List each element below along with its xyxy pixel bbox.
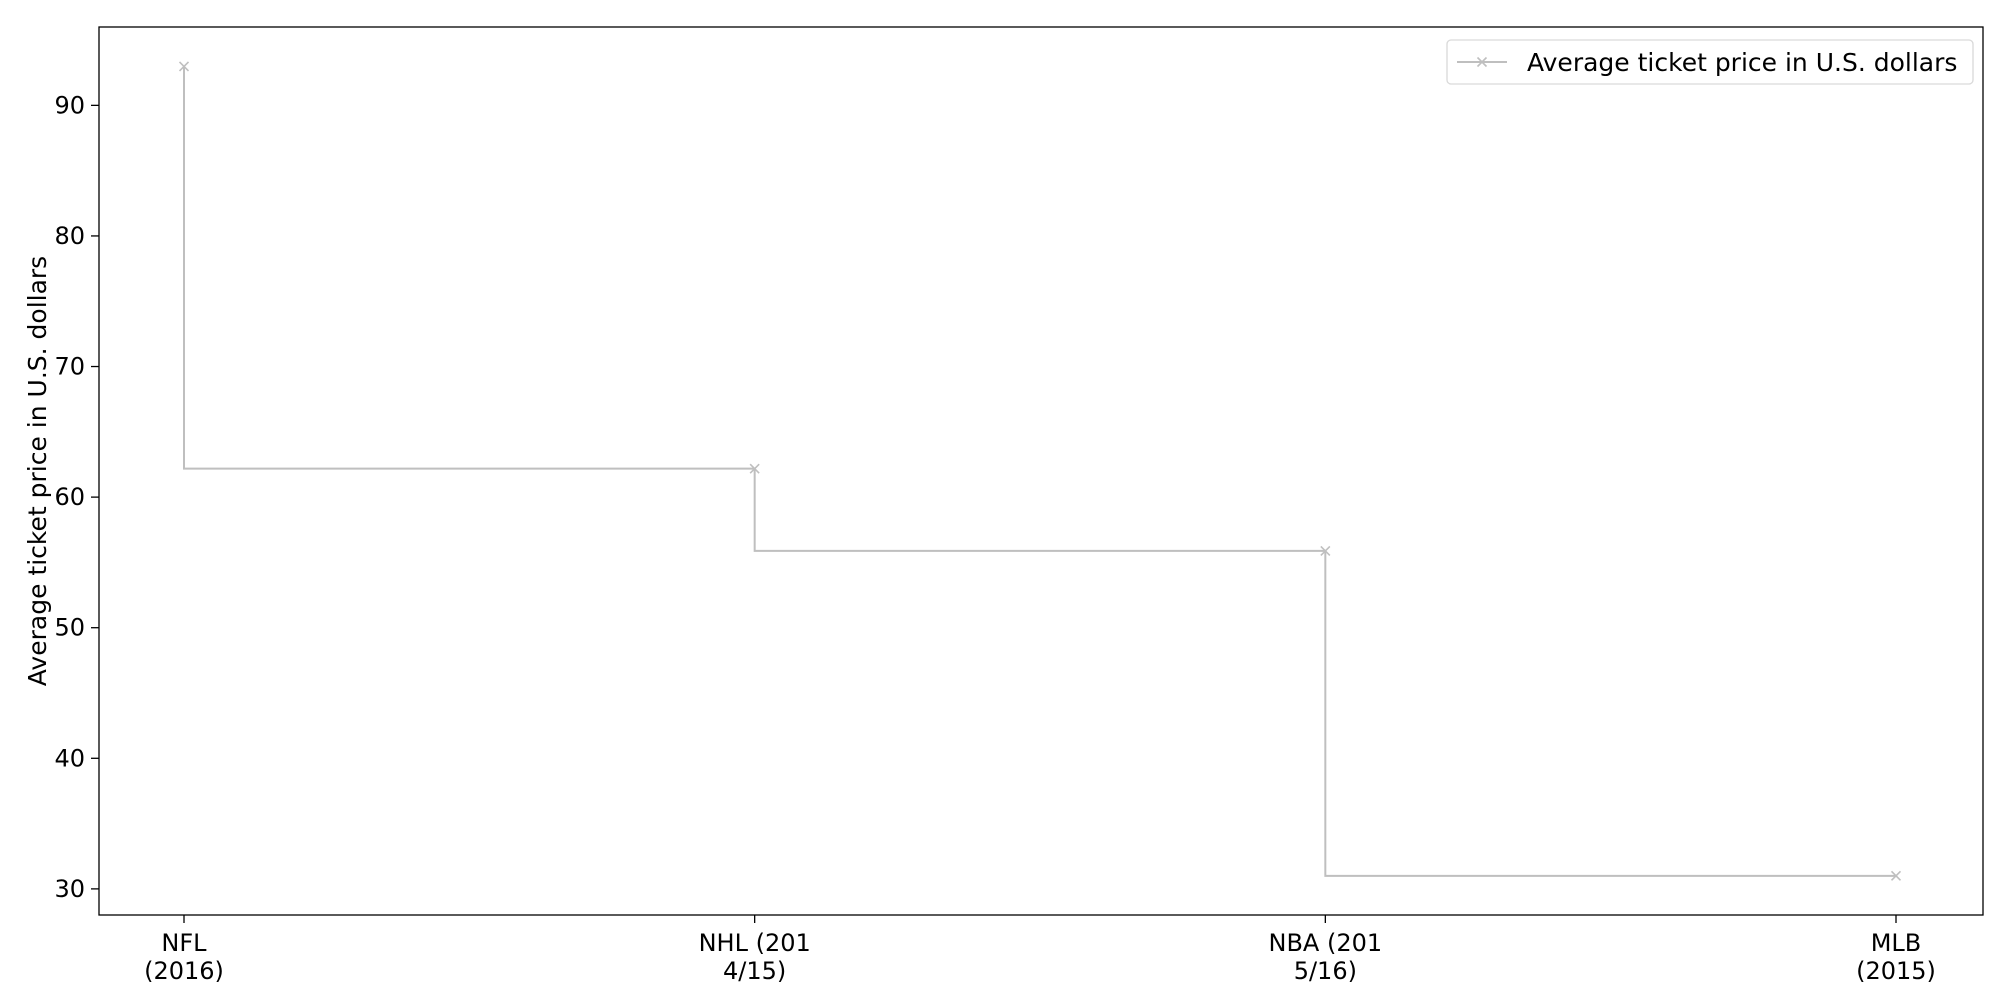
x-tick-label: NBA (201	[1269, 929, 1383, 957]
x-tick-label: NFL	[161, 929, 207, 957]
data-point-marker	[749, 463, 760, 474]
legend-marker	[1476, 56, 1488, 68]
y-tick-label: 50	[54, 614, 85, 642]
x-tick-label: 5/16)	[1294, 957, 1357, 985]
y-axis-title: Average ticket price in U.S. dollars	[23, 256, 52, 686]
x-tick-label: 4/15)	[723, 957, 786, 985]
series-line	[183, 66, 1896, 877]
legend-box	[1446, 39, 1974, 85]
x-tick-label: NHL (201	[699, 929, 811, 957]
y-axis: 30 40 50 60 70 80 90	[54, 91, 99, 903]
legend-label: Average ticket price in U.S. dollars	[1527, 48, 1957, 77]
y-tick-label: 60	[54, 483, 85, 511]
plot-area	[178, 61, 1902, 881]
plot-frame	[98, 26, 1984, 916]
data-point-marker	[1320, 545, 1331, 556]
x-tick-label: MLB	[1871, 929, 1922, 957]
y-tick-label: 40	[54, 744, 85, 772]
legend: Average ticket price in U.S. dollars	[1446, 39, 1974, 85]
y-tick-label: 70	[54, 353, 85, 381]
y-tick-label: 30	[54, 875, 85, 903]
y-tick-label: 90	[54, 91, 85, 119]
data-point-marker	[178, 61, 190, 72]
y-tick-label: 80	[54, 222, 85, 250]
data-point-marker	[1890, 870, 1902, 881]
x-tick-label: (2015)	[1856, 957, 1936, 985]
x-tick-label: (2016)	[144, 957, 224, 985]
